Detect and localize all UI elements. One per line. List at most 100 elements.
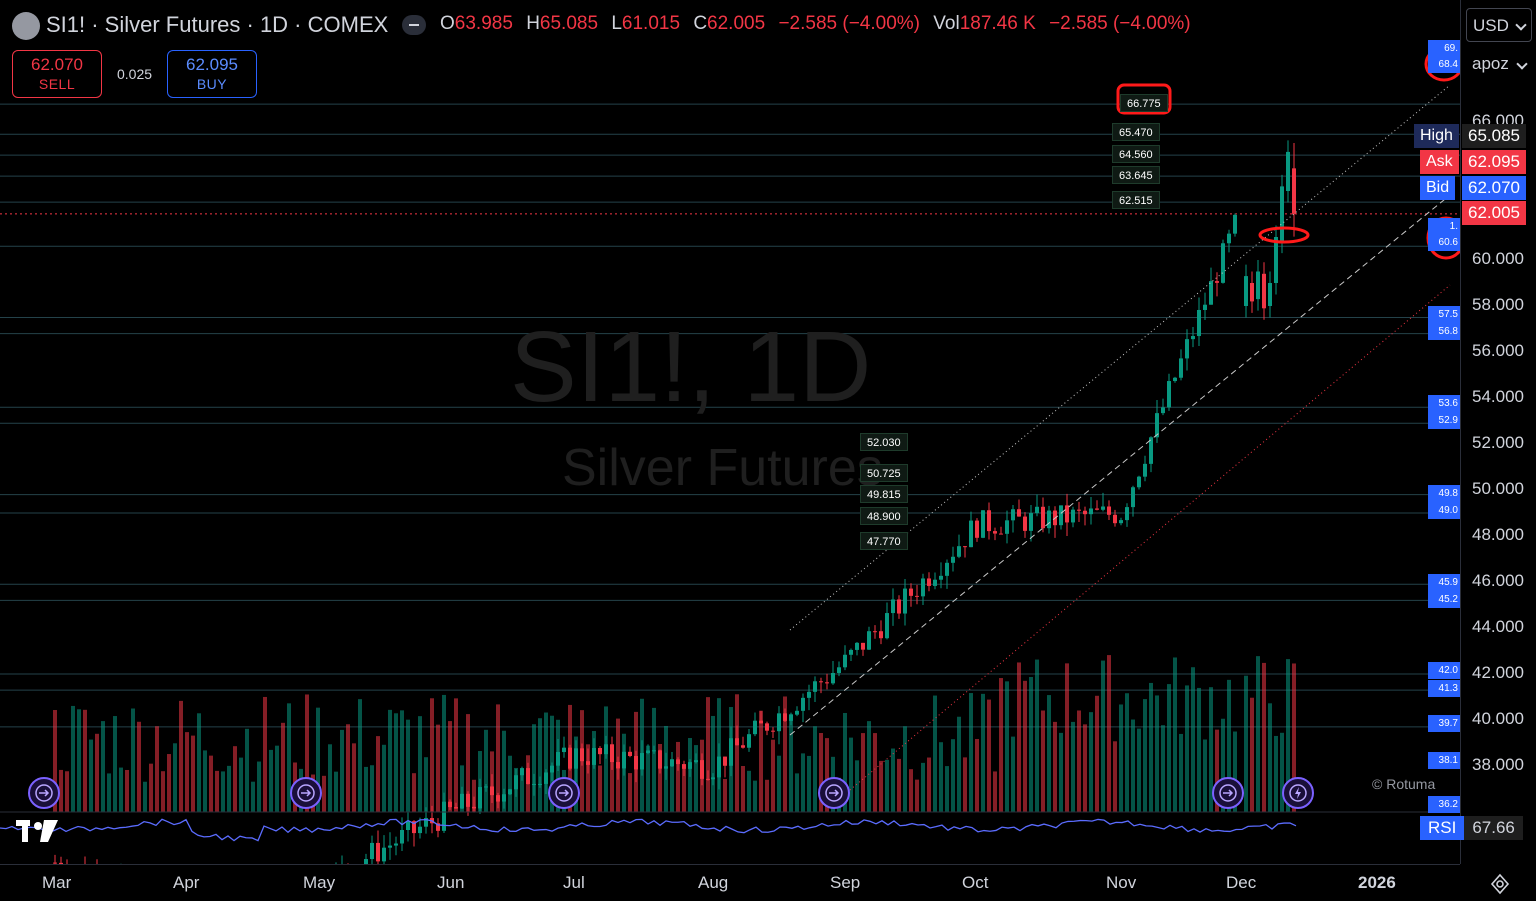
price-chart[interactable] <box>0 0 1460 864</box>
volume-bar <box>610 755 614 812</box>
volume-bar <box>1065 663 1069 812</box>
volume-bar <box>1280 732 1284 812</box>
volume-bar <box>652 707 656 812</box>
volume-bar <box>1149 682 1153 812</box>
candle-body <box>388 845 392 848</box>
volume-bar <box>1005 681 1009 812</box>
candle-body <box>1005 520 1009 534</box>
close-label: C <box>693 13 708 34</box>
candle-body <box>747 734 751 748</box>
last-price-tag: 62.005 <box>1462 201 1526 225</box>
volume-bar <box>131 708 135 812</box>
volume-bar <box>101 721 105 812</box>
volume-bar <box>53 710 57 812</box>
volume-bar <box>969 693 973 812</box>
candle-body <box>867 631 871 650</box>
volume-bar <box>783 696 787 812</box>
buy-button[interactable]: 62.095 BUY <box>167 50 257 98</box>
volume-bar <box>843 712 847 812</box>
sell-button[interactable]: 62.070 SELL <box>12 50 102 98</box>
y-tick: 56.000 <box>1472 341 1524 360</box>
event-lightning-icon[interactable] <box>1282 777 1314 809</box>
volume-bar <box>574 736 578 812</box>
rsi-line <box>0 818 1297 842</box>
collapse-legend-button[interactable] <box>402 15 426 35</box>
volume-bar <box>143 781 147 812</box>
annotation-box <box>1116 83 1172 115</box>
level-label: 49.815 <box>860 485 908 503</box>
volume-bar <box>897 758 901 812</box>
volume-bar <box>436 724 440 812</box>
candle-body <box>1292 168 1296 214</box>
candle-body <box>1179 358 1183 378</box>
candle-body <box>1017 509 1021 517</box>
currency-selector[interactable]: USD <box>1466 8 1532 42</box>
rsi-label: RSI <box>1420 816 1465 840</box>
vol-change-value: −2.585 (−4.00%) <box>1049 13 1191 34</box>
volume-bar <box>1137 728 1141 812</box>
candle-body <box>1256 271 1260 300</box>
volume-bar <box>891 748 895 812</box>
volume-bar <box>1029 676 1033 812</box>
volume-bar <box>1023 680 1027 812</box>
volume-bar <box>556 719 560 812</box>
ohlc-values: O63.985 H65.085 L61.015 C62.005 −2.585 (… <box>440 13 1191 35</box>
symbol-title[interactable]: SI1! · Silver Futures · 1D · COMEX <box>46 12 389 37</box>
volume-bar <box>167 754 171 812</box>
event-arrow-icon[interactable] <box>818 777 850 809</box>
event-arrow-icon[interactable] <box>1212 777 1244 809</box>
volume-bar <box>1227 679 1231 812</box>
candle-body <box>765 723 769 731</box>
candle-body <box>1083 510 1087 515</box>
candle-body <box>813 681 817 692</box>
volume-bar <box>316 707 320 812</box>
time-axis[interactable] <box>0 864 1460 901</box>
volume-bar <box>1191 667 1195 812</box>
volume-bar <box>1197 687 1201 812</box>
volume-bar <box>400 710 404 812</box>
volume-bar <box>83 709 87 812</box>
volume-bar <box>137 721 141 812</box>
volume-bar <box>604 706 608 812</box>
high-tag-label: High <box>1414 124 1459 148</box>
legend-bar: SI1! · Silver Futures · 1D · COMEX O63.9… <box>0 0 1460 48</box>
volume-bar <box>1071 721 1075 812</box>
x-tick: Oct <box>962 873 989 892</box>
volume-bar <box>849 737 853 812</box>
candle-body <box>951 556 955 563</box>
candle-body <box>376 842 380 862</box>
x-tick: Aug <box>698 873 729 892</box>
event-arrow-icon[interactable] <box>28 777 60 809</box>
volume-bar <box>963 757 967 812</box>
event-arrow-icon[interactable] <box>290 777 322 809</box>
candle-body <box>1029 513 1033 531</box>
volume-bar <box>197 713 201 812</box>
candle-body <box>909 588 913 596</box>
volume-bar <box>1101 660 1105 812</box>
volume-bar <box>1292 663 1296 812</box>
volume-bar <box>616 718 620 812</box>
volume-bar <box>125 769 129 812</box>
candle-body <box>1262 273 1266 309</box>
x-tick: Jun <box>437 873 465 892</box>
volume-bar <box>981 693 985 812</box>
candle-body <box>628 751 632 756</box>
volume-bar <box>119 767 123 812</box>
volume-bar <box>987 699 991 812</box>
axis-settings-icon[interactable] <box>1488 872 1512 896</box>
volume-bar <box>352 743 356 812</box>
volume-bar <box>520 769 524 812</box>
candle-body <box>1191 336 1195 340</box>
scale-mode-selector[interactable]: apoz <box>1466 48 1532 80</box>
watermark-symbol: SI1!, 1D <box>510 311 872 423</box>
volume-bar <box>59 769 63 812</box>
event-arrow-icon[interactable] <box>548 777 580 809</box>
volume-bar <box>472 779 476 812</box>
level-tag: 36.2 <box>1428 796 1460 813</box>
x-tick: Dec <box>1226 873 1257 892</box>
volume-bar <box>789 713 793 812</box>
candle-body <box>412 821 416 834</box>
x-tick: Nov <box>1106 873 1137 892</box>
volume-bar <box>227 765 231 812</box>
volume-bar <box>711 715 715 812</box>
